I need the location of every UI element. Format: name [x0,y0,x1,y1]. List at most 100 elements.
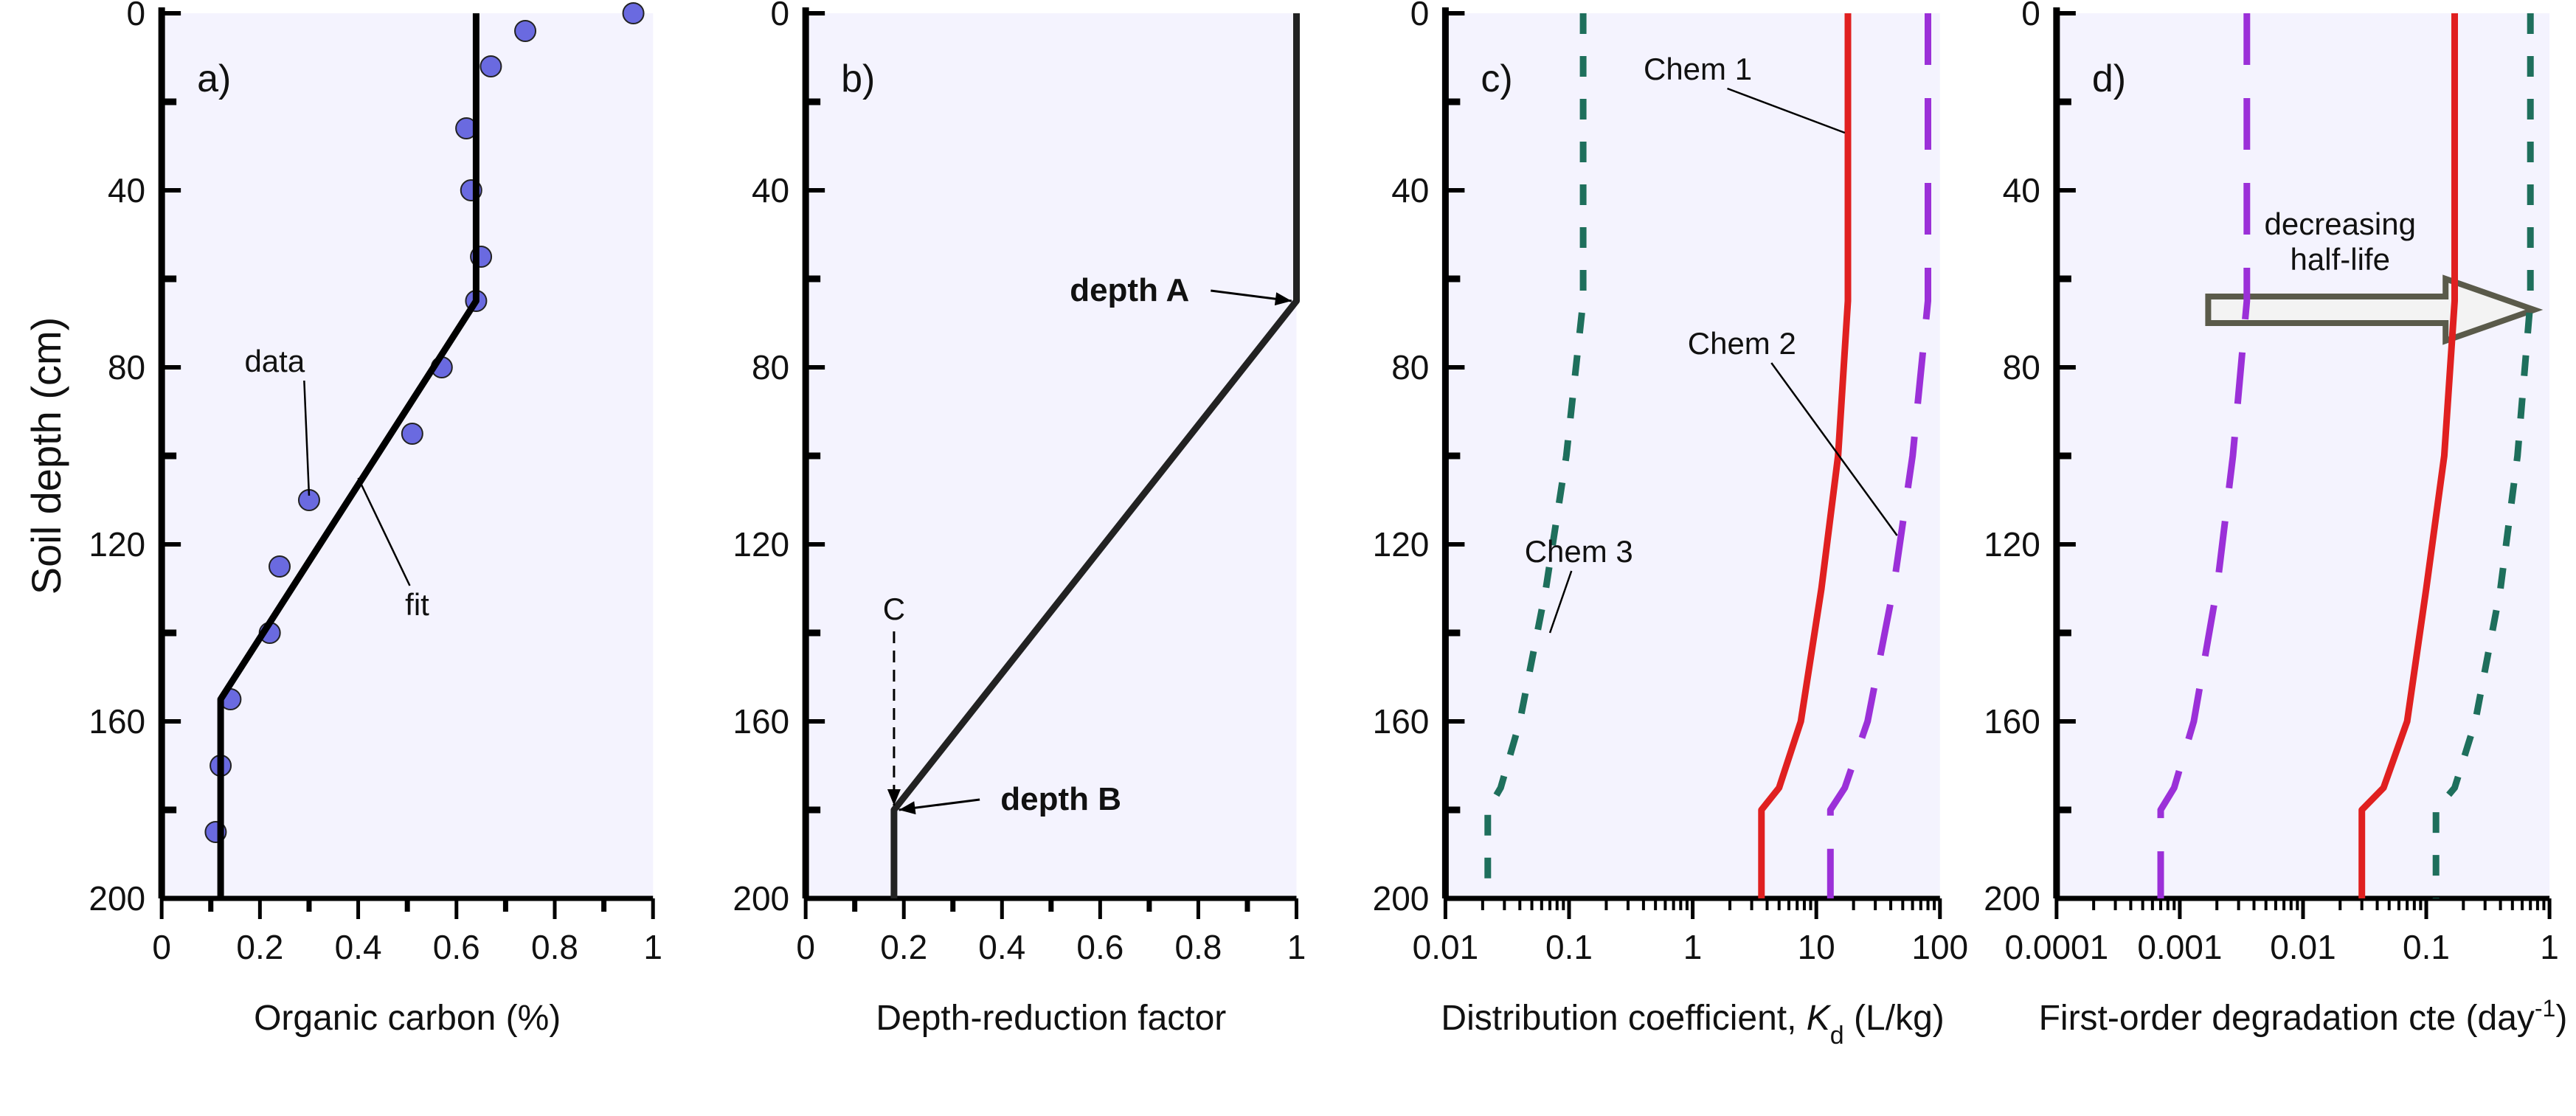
series-line-chem-2 [2157,13,2251,898]
x-tick-label: 0.0001 [2005,928,2109,966]
x-tick-label: 0.01 [1413,928,1479,966]
x-tick-label: 1 [2540,928,2559,966]
y-tick-label: 40 [752,171,789,209]
y-tick-label: 40 [2003,171,2040,209]
x-tick-label: 0.4 [335,928,382,966]
y-tick-label: 0 [771,0,790,32]
series-line-fit [217,13,479,898]
y-tick-label: 80 [108,348,145,387]
y-tick-label: 160 [89,702,145,741]
x-tick-label: 1 [643,928,662,966]
annotation-label: decreasing [2265,207,2416,241]
x-tick-label: 100 [1911,928,1968,966]
series-line-chem-3 [2432,13,2534,898]
x-tick-label: 0.001 [2137,928,2222,966]
x-axis-title: Organic carbon (%) [254,999,561,1038]
annotation-label: data [244,344,305,378]
data-point [622,2,645,24]
annotation-label: Chem 3 [1525,534,1633,569]
y-tick-label: 160 [1373,702,1430,741]
panel-c: 0 40 80 120 160 200 0.01 0.1 1 10 100 Distribution … [1373,0,1969,1050]
x-tick-label: 1 [1683,928,1703,966]
panel-label: b) [841,58,875,100]
annotation-label: half-life [2291,242,2390,277]
y-axis-title: Soil depth (cm) [23,317,69,595]
panel-label: a) [197,58,231,100]
x-tick-label: 0 [796,928,815,966]
annotation-label: depth B [1000,781,1121,817]
y-tick-label: 40 [1391,171,1429,209]
data-point [269,555,291,578]
x-axis-title: First-order degradation cte (day-1) [2039,995,2568,1038]
x-tick-label: 0.01 [2270,928,2336,966]
y-tick-label: 160 [733,702,789,741]
annotation-leader [303,380,311,496]
annotation-leader [1727,87,1846,134]
x-axis-title-superscript: -1 [2535,995,2555,1022]
annotation-label: Chem 2 [1688,326,1796,361]
y-tick-label: 120 [733,525,789,564]
annotation-label: depth A [1070,272,1189,308]
series-line-chem-1 [1758,13,1852,898]
y-tick-label: 120 [89,525,145,564]
y-tick-label: 40 [108,171,145,209]
series-line-chem-3 [1484,13,1587,898]
x-axis-title-part: Distribution coefficient, [1441,999,1806,1038]
y-tick-label: 200 [733,879,789,918]
series-line-chem-2 [1827,13,1931,898]
x-axis-title-symbol: K [1807,999,1832,1038]
data-point [479,55,502,77]
x-tick-label: 0 [152,928,171,966]
plot-background [1445,13,1940,898]
panel-label: d) [2092,58,2126,100]
x-tick-label: 0.6 [1076,928,1123,966]
annotation-label: C [883,592,905,626]
y-tick-label: 120 [1984,525,2040,564]
x-tick-label: 0.2 [236,928,283,966]
annotation-arrow-head [887,789,901,805]
data-point [514,20,537,42]
y-tick-label: 160 [1984,702,2040,741]
annotation-arrow-head [899,801,916,815]
annotation-label: fit [405,587,429,622]
annotation-leader [357,477,411,586]
x-axis-title-part: First-order degradation cte (day [2039,999,2535,1038]
y-tick-label: 80 [1391,348,1429,387]
y-tick-label: 0 [2021,0,2040,32]
y-tick-label: 0 [127,0,146,32]
series-line-profile [890,13,1300,898]
y-tick-label: 0 [1410,0,1430,32]
x-tick-label: 0.4 [978,928,1025,966]
plot-background [162,13,654,898]
x-tick-label: 0.1 [2403,928,2450,966]
y-tick-label: 120 [1373,525,1430,564]
x-tick-label: 0.8 [531,928,578,966]
x-axis-title: Depth-reduction factor [876,999,1226,1038]
plot-background [2056,13,2550,898]
x-axis-title-part: ) [2555,999,2567,1038]
x-axis-title: Distribution coefficient, Kd (L/kg) [1441,999,1944,1050]
x-tick-label: 0.1 [1545,928,1593,966]
y-tick-label: 80 [2003,348,2040,387]
panel-label: c) [1481,58,1512,100]
annotation-arrow-head [1274,292,1292,306]
x-tick-label: 0.8 [1174,928,1222,966]
x-axis-title-part: (L/kg) [1844,999,1945,1038]
data-point [401,423,423,445]
annotation-label: Chem 1 [1644,52,1752,86]
y-tick-label: 200 [1984,879,2040,918]
series-line-chem-1 [2358,13,2458,898]
x-tick-label: 0.6 [433,928,480,966]
y-tick-label: 200 [1373,879,1430,918]
annotation-leader [1770,362,1898,536]
annotation-leader [1548,570,1573,634]
x-tick-label: 1 [1287,928,1306,966]
y-tick-label: 200 [89,879,145,918]
x-axis-title-subscript: d [1830,1022,1844,1050]
plot-background [806,13,1297,898]
